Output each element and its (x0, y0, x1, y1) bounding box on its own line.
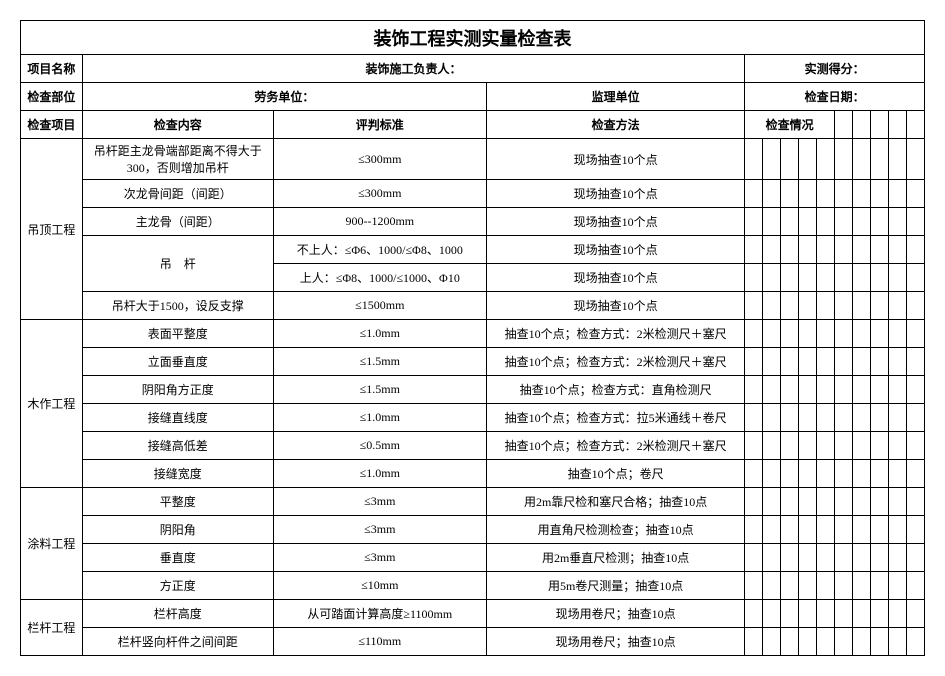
check-col (852, 111, 870, 139)
check-col (888, 111, 906, 139)
cell-content: 接缝直线度 (82, 404, 273, 432)
cell-content: 阴阳角 (82, 516, 273, 544)
meta-row-2: 检查部位 劳务单位： 监理单位 检查日期： (21, 83, 925, 111)
cell-standard: ≤1.0mm (273, 460, 486, 488)
check-col (870, 111, 888, 139)
table-row: 阴阳角 ≤3mm 用直角尺检测检查；抽查10点 (21, 516, 925, 544)
cell-content: 栏杆竖向杆件之间间距 (82, 628, 273, 656)
header-standard: 评判标准 (273, 111, 486, 139)
table-row: 吊杆大于1500，设反支撑 ≤1500mm 现场抽查10个点 (21, 292, 925, 320)
table-row: 方正度 ≤10mm 用5m卷尺测量；抽查10点 (21, 572, 925, 600)
cell-standard: ≤3mm (273, 544, 486, 572)
section-name: 涂料工程 (21, 488, 83, 600)
actual-score-label: 实测得分： (745, 55, 925, 83)
cell-content: 主龙骨（间距） (82, 208, 273, 236)
cell-standard: 从可踏面计算高度≥1100mm (273, 600, 486, 628)
cell-method: 现场抽查10个点 (486, 264, 744, 292)
cell-standard: ≤1.0mm (273, 320, 486, 348)
section-name: 栏杆工程 (21, 600, 83, 656)
header-situation: 检查情况 (745, 111, 835, 139)
cell-method: 现场抽查10个点 (486, 292, 744, 320)
table-row: 木作工程 表面平整度 ≤1.0mm 抽查10个点；检查方式：2米检测尺＋塞尺 (21, 320, 925, 348)
supervision-unit-label: 监理单位 (486, 83, 744, 111)
cell-standard: ≤300mm (273, 180, 486, 208)
cell-method: 现场抽查10个点 (486, 208, 744, 236)
cell-method: 现场抽查10个点 (486, 236, 744, 264)
cell-method: 现场抽查10个点 (486, 139, 744, 180)
table-row: 吊顶工程 吊杆距主龙骨端部距离不得大于300，否则增加吊杆 ≤300mm 现场抽… (21, 139, 925, 180)
title-row: 装饰工程实测实量检查表 (21, 21, 925, 55)
cell-standard: ≤300mm (273, 139, 486, 180)
check-col (835, 111, 853, 139)
cell-content: 方正度 (82, 572, 273, 600)
cell-method: 抽查10个点；检查方式：直角检测尺 (486, 376, 744, 404)
cell-standard: ≤3mm (273, 488, 486, 516)
table-row: 立面垂直度 ≤1.5mm 抽查10个点；检查方式：2米检测尺＋塞尺 (21, 348, 925, 376)
cell-content: 次龙骨间距（间距） (82, 180, 273, 208)
table-row: 栏杆竖向杆件之间间距 ≤110mm 现场用卷尺；抽查10点 (21, 628, 925, 656)
table-row: 主龙骨（间距） 900--1200mm 现场抽查10个点 (21, 208, 925, 236)
section-name: 吊顶工程 (21, 139, 83, 320)
cell-method: 用直角尺检测检查；抽查10点 (486, 516, 744, 544)
cell-standard: 不上人：≤Φ6、1000/≤Φ8、1000 (273, 236, 486, 264)
cell-content: 垂直度 (82, 544, 273, 572)
cell-content: 立面垂直度 (82, 348, 273, 376)
cell-content: 接缝高低差 (82, 432, 273, 460)
table-row: 接缝直线度 ≤1.0mm 抽查10个点；检查方式：拉5米通线＋卷尺 (21, 404, 925, 432)
header-category: 检查项目 (21, 111, 83, 139)
cell-standard: ≤1.5mm (273, 376, 486, 404)
cell-standard: ≤0.5mm (273, 432, 486, 460)
cell-content: 吊 杆 (82, 236, 273, 292)
check-col (906, 111, 924, 139)
inspection-table: 装饰工程实测实量检查表 项目名称 装饰施工负责人： 实测得分： 检查部位 劳务单… (20, 20, 925, 656)
cell-content: 吊杆距主龙骨端部距离不得大于300，否则增加吊杆 (82, 139, 273, 180)
cell-standard: ≤1.0mm (273, 404, 486, 432)
labor-unit-label: 劳务单位： (82, 83, 486, 111)
cell-method: 抽查10个点；检查方式：2米检测尺＋塞尺 (486, 432, 744, 460)
table-row: 涂料工程 平整度 ≤3mm 用2m靠尺检和塞尺合格；抽查10点 (21, 488, 925, 516)
cell-standard: 上人：≤Φ8、1000/≤1000、Φ10 (273, 264, 486, 292)
section-name: 木作工程 (21, 320, 83, 488)
cell-content: 栏杆高度 (82, 600, 273, 628)
cell-method: 抽查10个点；卷尺 (486, 460, 744, 488)
table-row: 吊 杆 不上人：≤Φ6、1000/≤Φ8、1000 现场抽查10个点 (21, 236, 925, 264)
cell-content: 表面平整度 (82, 320, 273, 348)
column-header-row: 检查项目 检查内容 评判标准 检查方法 检查情况 (21, 111, 925, 139)
cell-method: 用2m靠尺检和塞尺合格；抽查10点 (486, 488, 744, 516)
table-row: 次龙骨间距（间距） ≤300mm 现场抽查10个点 (21, 180, 925, 208)
cell-standard: ≤3mm (273, 516, 486, 544)
cell-content: 阴阳角方正度 (82, 376, 273, 404)
inspection-date-label: 检查日期： (745, 83, 925, 111)
construction-leader-label: 装饰施工负责人： (82, 55, 745, 83)
table-row: 接缝宽度 ≤1.0mm 抽查10个点；卷尺 (21, 460, 925, 488)
cell-method: 用5m卷尺测量；抽查10点 (486, 572, 744, 600)
header-content: 检查内容 (82, 111, 273, 139)
table-row: 阴阳角方正度 ≤1.5mm 抽查10个点；检查方式：直角检测尺 (21, 376, 925, 404)
table-row: 栏杆工程 栏杆高度 从可踏面计算高度≥1100mm 现场用卷尺；抽查10点 (21, 600, 925, 628)
cell-method: 现场用卷尺；抽查10点 (486, 600, 744, 628)
header-method: 检查方法 (486, 111, 744, 139)
meta-row-1: 项目名称 装饰施工负责人： 实测得分： (21, 55, 925, 83)
cell-standard: ≤110mm (273, 628, 486, 656)
table-title: 装饰工程实测实量检查表 (21, 21, 925, 55)
cell-method: 抽查10个点；检查方式：拉5米通线＋卷尺 (486, 404, 744, 432)
cell-standard: 900--1200mm (273, 208, 486, 236)
cell-content: 平整度 (82, 488, 273, 516)
cell-method: 现场用卷尺；抽查10点 (486, 628, 744, 656)
cell-method: 抽查10个点；检查方式：2米检测尺＋塞尺 (486, 348, 744, 376)
cell-standard: ≤1.5mm (273, 348, 486, 376)
inspection-part-label: 检查部位 (21, 83, 83, 111)
cell-content: 接缝宽度 (82, 460, 273, 488)
project-name-label: 项目名称 (21, 55, 83, 83)
table-row: 接缝高低差 ≤0.5mm 抽查10个点；检查方式：2米检测尺＋塞尺 (21, 432, 925, 460)
cell-method: 抽查10个点；检查方式：2米检测尺＋塞尺 (486, 320, 744, 348)
cell-method: 用2m垂直尺检测；抽查10点 (486, 544, 744, 572)
cell-standard: ≤10mm (273, 572, 486, 600)
cell-standard: ≤1500mm (273, 292, 486, 320)
table-row: 垂直度 ≤3mm 用2m垂直尺检测；抽查10点 (21, 544, 925, 572)
cell-method: 现场抽查10个点 (486, 180, 744, 208)
cell-content: 吊杆大于1500，设反支撑 (82, 292, 273, 320)
